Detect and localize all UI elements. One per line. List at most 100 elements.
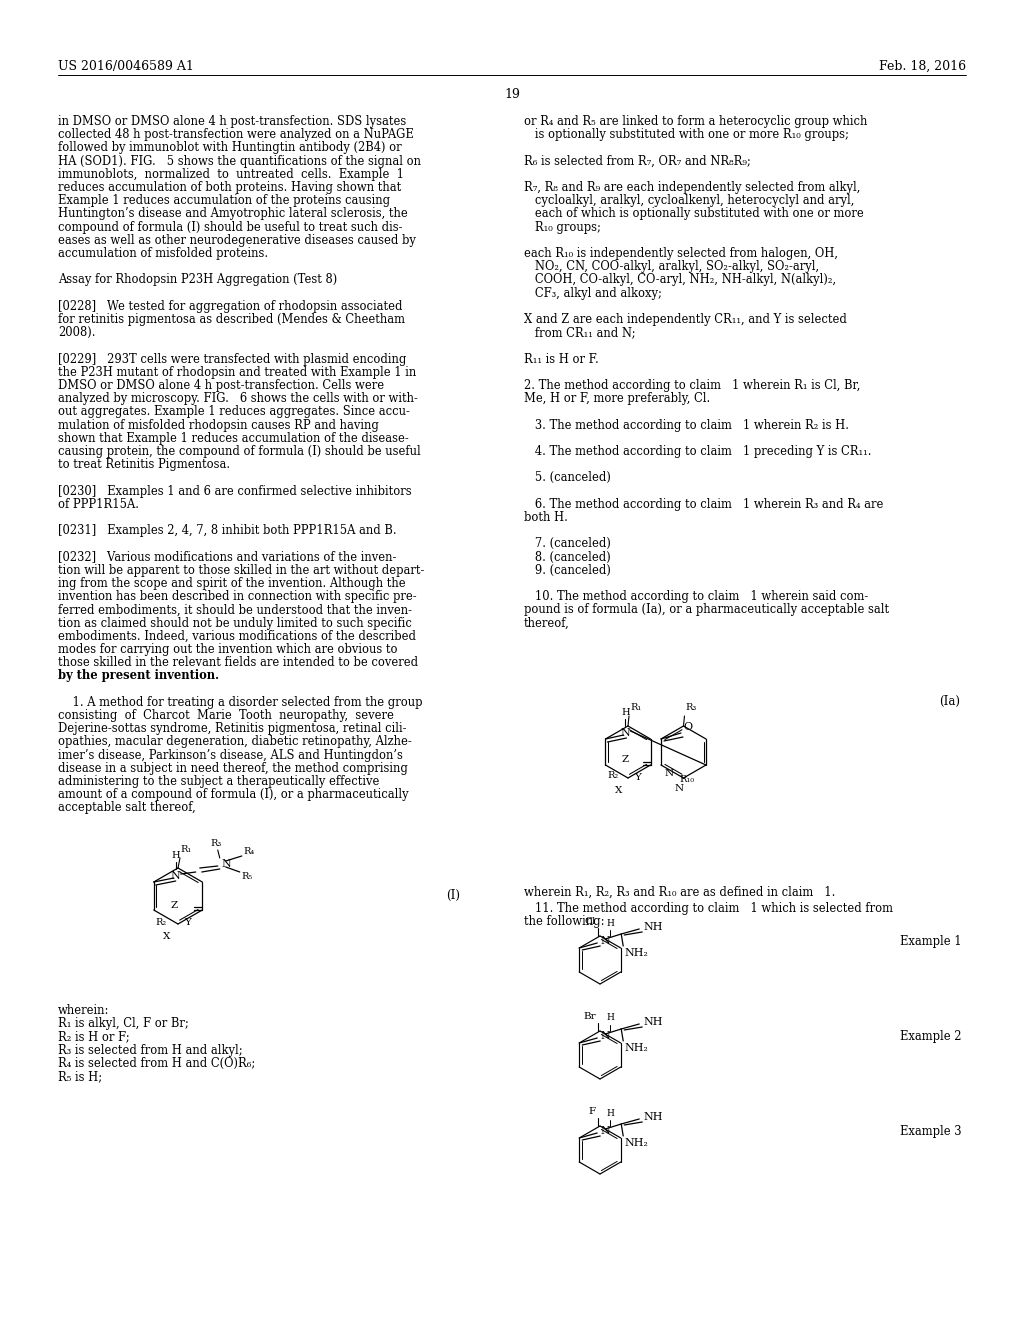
Text: R₃: R₃ [210, 840, 221, 847]
Text: [0228]   We tested for aggregation of rhodopsin associated: [0228] We tested for aggregation of rhod… [58, 300, 402, 313]
Text: immunoblots,  normalized  to  untreated  cells.  Example  1: immunoblots, normalized to untreated cel… [58, 168, 404, 181]
Text: 10. The method according to claim  1 wherein said com-: 10. The method according to claim 1 wher… [524, 590, 868, 603]
Text: R₇, R₈ and R₉ are each independently selected from alkyl,: R₇, R₈ and R₉ are each independently sel… [524, 181, 860, 194]
Text: [0230]   Examples 1 and 6 are confirmed selective inhibitors: [0230] Examples 1 and 6 are confirmed se… [58, 484, 412, 498]
Text: N: N [675, 784, 684, 793]
Text: acceptable salt thereof,: acceptable salt thereof, [58, 801, 196, 814]
Text: cycloalkyl, aralkyl, cycloalkenyl, heterocyclyl and aryl,: cycloalkyl, aralkyl, cycloalkenyl, heter… [524, 194, 854, 207]
Text: causing protein, the compound of formula (I) should be useful: causing protein, the compound of formula… [58, 445, 421, 458]
Text: 7. (canceled): 7. (canceled) [524, 537, 611, 550]
Text: reduces accumulation of both proteins. Having shown that: reduces accumulation of both proteins. H… [58, 181, 401, 194]
Text: NH: NH [643, 1016, 663, 1027]
Text: or R₄ and R₅ are linked to form a heterocyclic group which: or R₄ and R₅ are linked to form a hetero… [524, 115, 867, 128]
Text: 19: 19 [504, 88, 520, 102]
Text: R₂ is H or F;: R₂ is H or F; [58, 1031, 130, 1043]
Text: R₁: R₁ [180, 845, 191, 854]
Text: thereof,: thereof, [524, 616, 569, 630]
Text: invention has been described in connection with specific pre-: invention has been described in connecti… [58, 590, 417, 603]
Text: modes for carrying out the invention which are obvious to: modes for carrying out the invention whi… [58, 643, 397, 656]
Text: Example 3: Example 3 [900, 1125, 962, 1138]
Text: is optionally substituted with one or more R₁₀ groups;: is optionally substituted with one or mo… [524, 128, 849, 141]
Text: wherein R₁, R₂, R₃ and R₁₀ are as defined in claim  1.: wherein R₁, R₂, R₃ and R₁₀ are as define… [524, 886, 836, 899]
Text: followed by immunoblot with Huntingtin antibody (2B4) or: followed by immunoblot with Huntingtin a… [58, 141, 401, 154]
Text: HA (SOD1). FIG.  5 shows the quantifications of the signal on: HA (SOD1). FIG. 5 shows the quantificati… [58, 154, 421, 168]
Text: amount of a compound of formula (I), or a pharmaceutically: amount of a compound of formula (I), or … [58, 788, 409, 801]
Text: Cl: Cl [585, 917, 596, 927]
Text: out aggregates. Example 1 reduces aggregates. Since accu-: out aggregates. Example 1 reduces aggreg… [58, 405, 410, 418]
Text: 6. The method according to claim  1 wherein R₃ and R₄ are: 6. The method according to claim 1 where… [524, 498, 884, 511]
Text: accumulation of misfolded proteins.: accumulation of misfolded proteins. [58, 247, 268, 260]
Text: Example 1: Example 1 [900, 935, 962, 948]
Text: Example 1 reduces accumulation of the proteins causing: Example 1 reduces accumulation of the pr… [58, 194, 390, 207]
Text: wherein:: wherein: [58, 1005, 110, 1016]
Text: tion as claimed should not be unduly limited to such specific: tion as claimed should not be unduly lim… [58, 616, 412, 630]
Text: [0231]   Examples 2, 4, 7, 8 inhibit both PPP1R15A and B.: [0231] Examples 2, 4, 7, 8 inhibit both … [58, 524, 396, 537]
Text: H: H [171, 851, 180, 861]
Text: X: X [163, 932, 170, 941]
Text: analyzed by microscopy. FIG.  6 shows the cells with or with-: analyzed by microscopy. FIG. 6 shows the… [58, 392, 418, 405]
Text: R₁: R₁ [630, 704, 641, 711]
Text: collected 48 h post-transfection were analyzed on a NuPAGE: collected 48 h post-transfection were an… [58, 128, 414, 141]
Text: imer’s disease, Parkinson’s disease, ALS and Huntingdon’s: imer’s disease, Parkinson’s disease, ALS… [58, 748, 402, 762]
Text: R₁₀ groups;: R₁₀ groups; [524, 220, 601, 234]
Text: compound of formula (I) should be useful to treat such dis-: compound of formula (I) should be useful… [58, 220, 402, 234]
Text: CF₃, alkyl and alkoxy;: CF₃, alkyl and alkoxy; [524, 286, 662, 300]
Text: [0232]   Various modifications and variations of the inven-: [0232] Various modifications and variati… [58, 550, 396, 564]
Text: H: H [622, 708, 630, 717]
Text: R₁₀: R₁₀ [679, 775, 694, 784]
Text: N: N [665, 770, 674, 777]
Text: each of which is optionally substituted with one or more: each of which is optionally substituted … [524, 207, 864, 220]
Text: H: H [606, 1109, 614, 1118]
Text: R₃: R₃ [685, 704, 696, 711]
Text: 11. The method according to claim  1 which is selected from: 11. The method according to claim 1 whic… [524, 902, 893, 915]
Text: H: H [606, 919, 614, 928]
Text: NH₂: NH₂ [625, 948, 648, 958]
Text: from CR₁₁ and N;: from CR₁₁ and N; [524, 326, 636, 339]
Text: tion will be apparent to those skilled in the art without depart-: tion will be apparent to those skilled i… [58, 564, 424, 577]
Text: for retinitis pigmentosa as described (Mendes & Cheetham: for retinitis pigmentosa as described (M… [58, 313, 406, 326]
Text: Me, H or F, more preferably, Cl.: Me, H or F, more preferably, Cl. [524, 392, 711, 405]
Text: opathies, macular degeneration, diabetic retinopathy, Alzhe-: opathies, macular degeneration, diabetic… [58, 735, 412, 748]
Text: R₆ is selected from R₇, OR₇ and NR₈R₉;: R₆ is selected from R₇, OR₇ and NR₈R₉; [524, 154, 751, 168]
Text: R₁₁ is H or F.: R₁₁ is H or F. [524, 352, 599, 366]
Text: N: N [621, 729, 631, 738]
Text: Feb. 18, 2016: Feb. 18, 2016 [879, 59, 966, 73]
Text: R₂: R₂ [156, 917, 167, 927]
Text: Assay for Rhodopsin P23H Aggregation (Test 8): Assay for Rhodopsin P23H Aggregation (Te… [58, 273, 337, 286]
Text: R₂: R₂ [607, 771, 618, 780]
Text: 3. The method according to claim  1 wherein R₂ is H.: 3. The method according to claim 1 where… [524, 418, 849, 432]
Text: consisting  of  Charcot  Marie  Tooth  neuropathy,  severe: consisting of Charcot Marie Tooth neurop… [58, 709, 394, 722]
Text: US 2016/0046589 A1: US 2016/0046589 A1 [58, 59, 194, 73]
Text: N: N [171, 871, 180, 880]
Text: Example 2: Example 2 [900, 1030, 962, 1043]
Text: [0229]   293T cells were transfected with plasmid encoding: [0229] 293T cells were transfected with … [58, 352, 407, 366]
Text: Y: Y [635, 774, 641, 781]
Text: N: N [600, 1126, 610, 1137]
Text: Dejerine-sottas syndrome, Retinitis pigmentosa, retinal cili-: Dejerine-sottas syndrome, Retinitis pigm… [58, 722, 407, 735]
Text: Z: Z [622, 755, 629, 764]
Text: R₃ is selected from H and alkyl;: R₃ is selected from H and alkyl; [58, 1044, 243, 1056]
Text: mulation of misfolded rhodopsin causes RP and having: mulation of misfolded rhodopsin causes R… [58, 418, 379, 432]
Text: of PPP1R15A.: of PPP1R15A. [58, 498, 139, 511]
Text: by the present invention.: by the present invention. [58, 669, 219, 682]
Text: both H.: both H. [524, 511, 568, 524]
Text: X and Z are each independently CR₁₁, and Y is selected: X and Z are each independently CR₁₁, and… [524, 313, 847, 326]
Text: eases as well as other neurodegenerative diseases caused by: eases as well as other neurodegenerative… [58, 234, 416, 247]
Text: administering to the subject a therapeutically effective: administering to the subject a therapeut… [58, 775, 379, 788]
Text: each R₁₀ is independently selected from halogen, OH,: each R₁₀ is independently selected from … [524, 247, 838, 260]
Text: Y: Y [184, 917, 191, 927]
Text: X: X [614, 785, 622, 795]
Text: R₄: R₄ [244, 847, 255, 857]
Text: Br: Br [584, 1012, 596, 1020]
Text: the following:: the following: [524, 915, 604, 928]
Text: F: F [589, 1107, 596, 1115]
Text: 4. The method according to claim  1 preceding Y is CR₁₁.: 4. The method according to claim 1 prece… [524, 445, 871, 458]
Text: 1. A method for treating a disorder selected from the group: 1. A method for treating a disorder sele… [58, 696, 423, 709]
Text: ing from the scope and spirit of the invention. Although the: ing from the scope and spirit of the inv… [58, 577, 406, 590]
Text: the P23H mutant of rhodopsin and treated with Example 1 in: the P23H mutant of rhodopsin and treated… [58, 366, 416, 379]
Text: in DMSO or DMSO alone 4 h post-transfection. SDS lysates: in DMSO or DMSO alone 4 h post-transfect… [58, 115, 407, 128]
Text: (Ia): (Ia) [939, 696, 961, 708]
Text: to treat Retinitis Pigmentosa.: to treat Retinitis Pigmentosa. [58, 458, 230, 471]
Text: (I): (I) [446, 888, 460, 902]
Text: disease in a subject in need thereof, the method comprising: disease in a subject in need thereof, th… [58, 762, 408, 775]
